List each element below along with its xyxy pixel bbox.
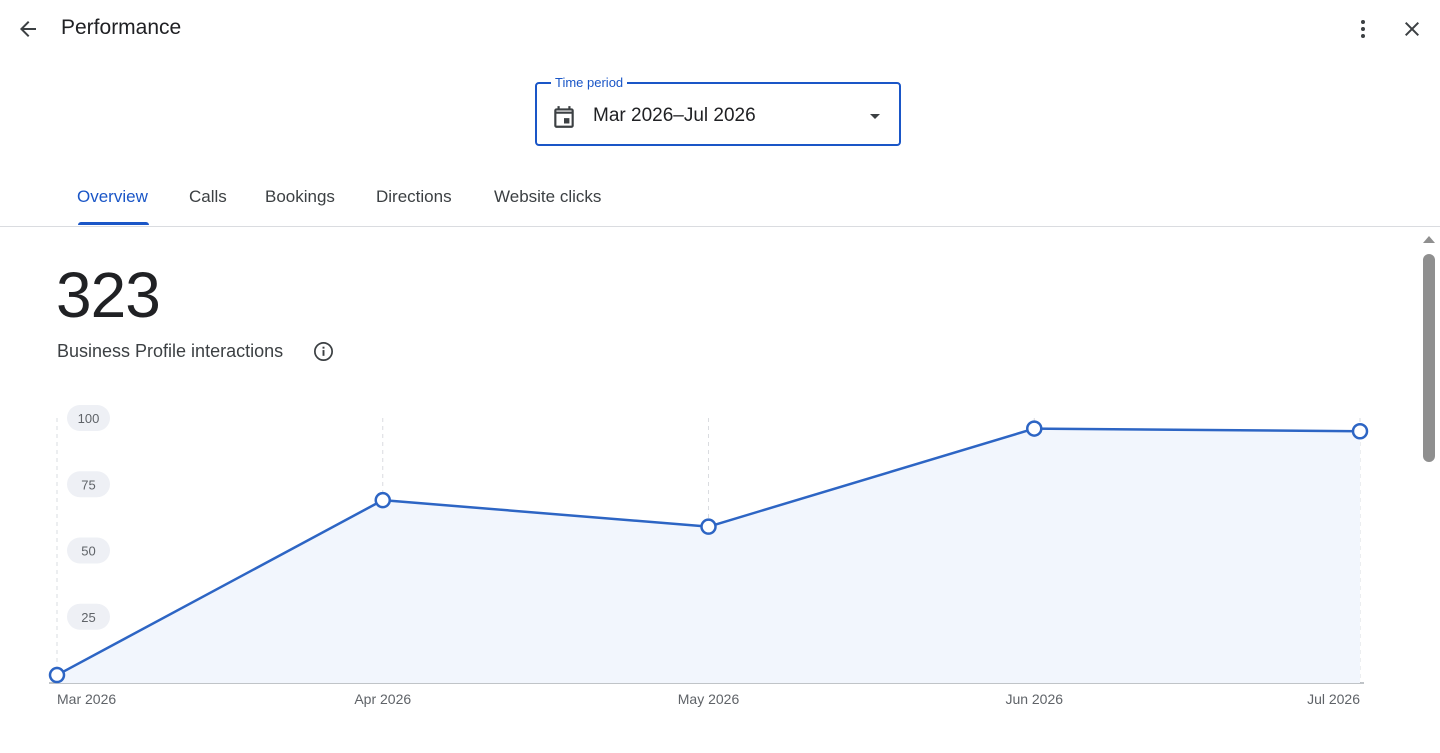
- data-point[interactable]: [48, 666, 66, 684]
- y-tick-label: 75: [81, 477, 95, 492]
- page-title: Performance: [61, 16, 182, 39]
- x-tick-label: Jul 2026: [1307, 691, 1360, 707]
- info-icon[interactable]: [312, 340, 335, 363]
- tab-bookings[interactable]: Bookings: [265, 187, 335, 206]
- more-vert-icon: [1361, 20, 1365, 38]
- header-bar: Performance: [0, 0, 1440, 58]
- data-point[interactable]: [1351, 423, 1369, 440]
- y-tick-pill: [67, 537, 110, 564]
- more-options-button[interactable]: [1343, 9, 1383, 49]
- series-area: [57, 428, 1360, 683]
- tab-overview[interactable]: Overview: [77, 187, 148, 206]
- x-tick-label: Mar 2026: [57, 691, 116, 707]
- back-button[interactable]: [8, 9, 48, 49]
- tab-directions[interactable]: Directions: [376, 187, 452, 206]
- x-tick-label: May 2026: [678, 691, 740, 707]
- tab-bar: Overview Calls Bookings Directions Websi…: [0, 170, 1440, 227]
- time-period-label: Time period: [551, 75, 628, 91]
- y-tick-label: 25: [81, 610, 95, 625]
- interactions-line-chart: 25 50 75 100 Mar 2026 Apr 2026 May 2026 Jun 20…: [48, 405, 1369, 707]
- y-tick-pill: [67, 603, 110, 630]
- time-period-value: Mar 2026–Jul 2026: [593, 105, 756, 126]
- data-point[interactable]: [700, 518, 717, 535]
- scroll-up-arrow-icon[interactable]: [1421, 233, 1437, 245]
- calendar-icon: [554, 106, 574, 128]
- dropdown-arrow-icon: [870, 114, 880, 119]
- tab-calls[interactable]: Calls: [189, 187, 227, 206]
- y-tick-pill: [67, 471, 110, 498]
- y-tick-label: 50: [81, 544, 95, 559]
- x-tick-label: Apr 2026: [354, 691, 411, 707]
- tab-website-clicks[interactable]: Website clicks: [494, 187, 602, 206]
- data-point[interactable]: [1026, 420, 1043, 437]
- time-period-select[interactable]: Time period Mar 2026–Jul 2026: [535, 75, 901, 146]
- y-tick-pill: [67, 405, 110, 431]
- active-tab-indicator: [78, 222, 149, 225]
- y-tick-label: 100: [78, 411, 100, 426]
- close-icon: [1405, 22, 1419, 36]
- scrollbar-thumb[interactable]: [1423, 254, 1435, 462]
- metric-value: 323: [56, 259, 161, 331]
- metric-label: Business Profile interactions: [57, 341, 284, 361]
- x-tick-label: Jun 2026: [1005, 691, 1063, 707]
- data-point[interactable]: [374, 491, 391, 509]
- arrow-back-icon: [20, 21, 36, 37]
- close-button[interactable]: [1392, 9, 1432, 49]
